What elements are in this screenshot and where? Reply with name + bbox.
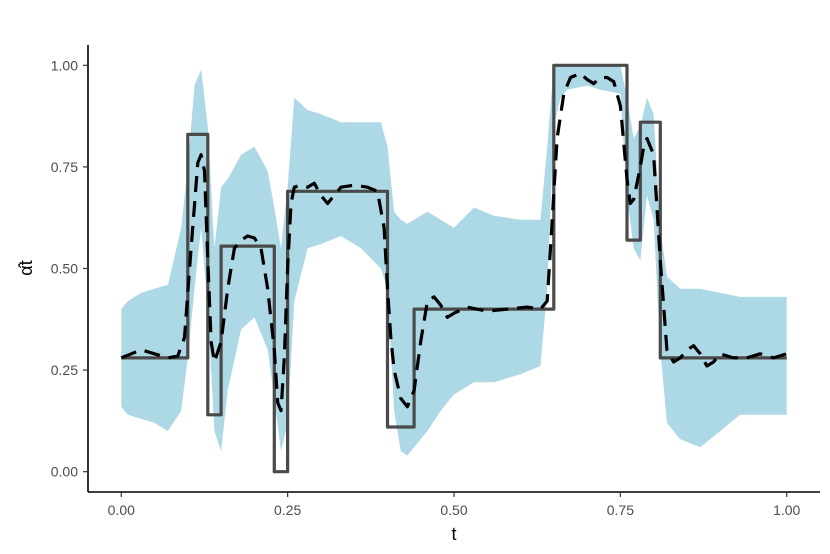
plot-area	[120, 63, 788, 474]
y-tick-label: 0.50	[51, 261, 78, 277]
estimate-dashed-line	[120, 71, 788, 413]
y-axis-title: α̂t	[16, 260, 36, 275]
y-tick-label: 0.25	[51, 362, 78, 378]
x-axis-title: t	[451, 524, 456, 544]
x-tick-label: 0.50	[440, 502, 467, 518]
x-tick-label: 0.75	[607, 502, 634, 518]
x-tick-label: 0.25	[274, 502, 301, 518]
x-tick-label: 0.00	[108, 502, 135, 518]
y-tick-label: 0.75	[51, 159, 78, 175]
y-tick-label: 0.00	[51, 464, 78, 480]
x-tick-label: 1.00	[773, 502, 800, 518]
x-ticks: 0.00 0.25 0.50 0.75 1.00	[108, 492, 801, 518]
y-tick-label: 1.00	[51, 57, 78, 73]
y-ticks: 0.00 0.25 0.50 0.75 1.00	[51, 57, 88, 480]
